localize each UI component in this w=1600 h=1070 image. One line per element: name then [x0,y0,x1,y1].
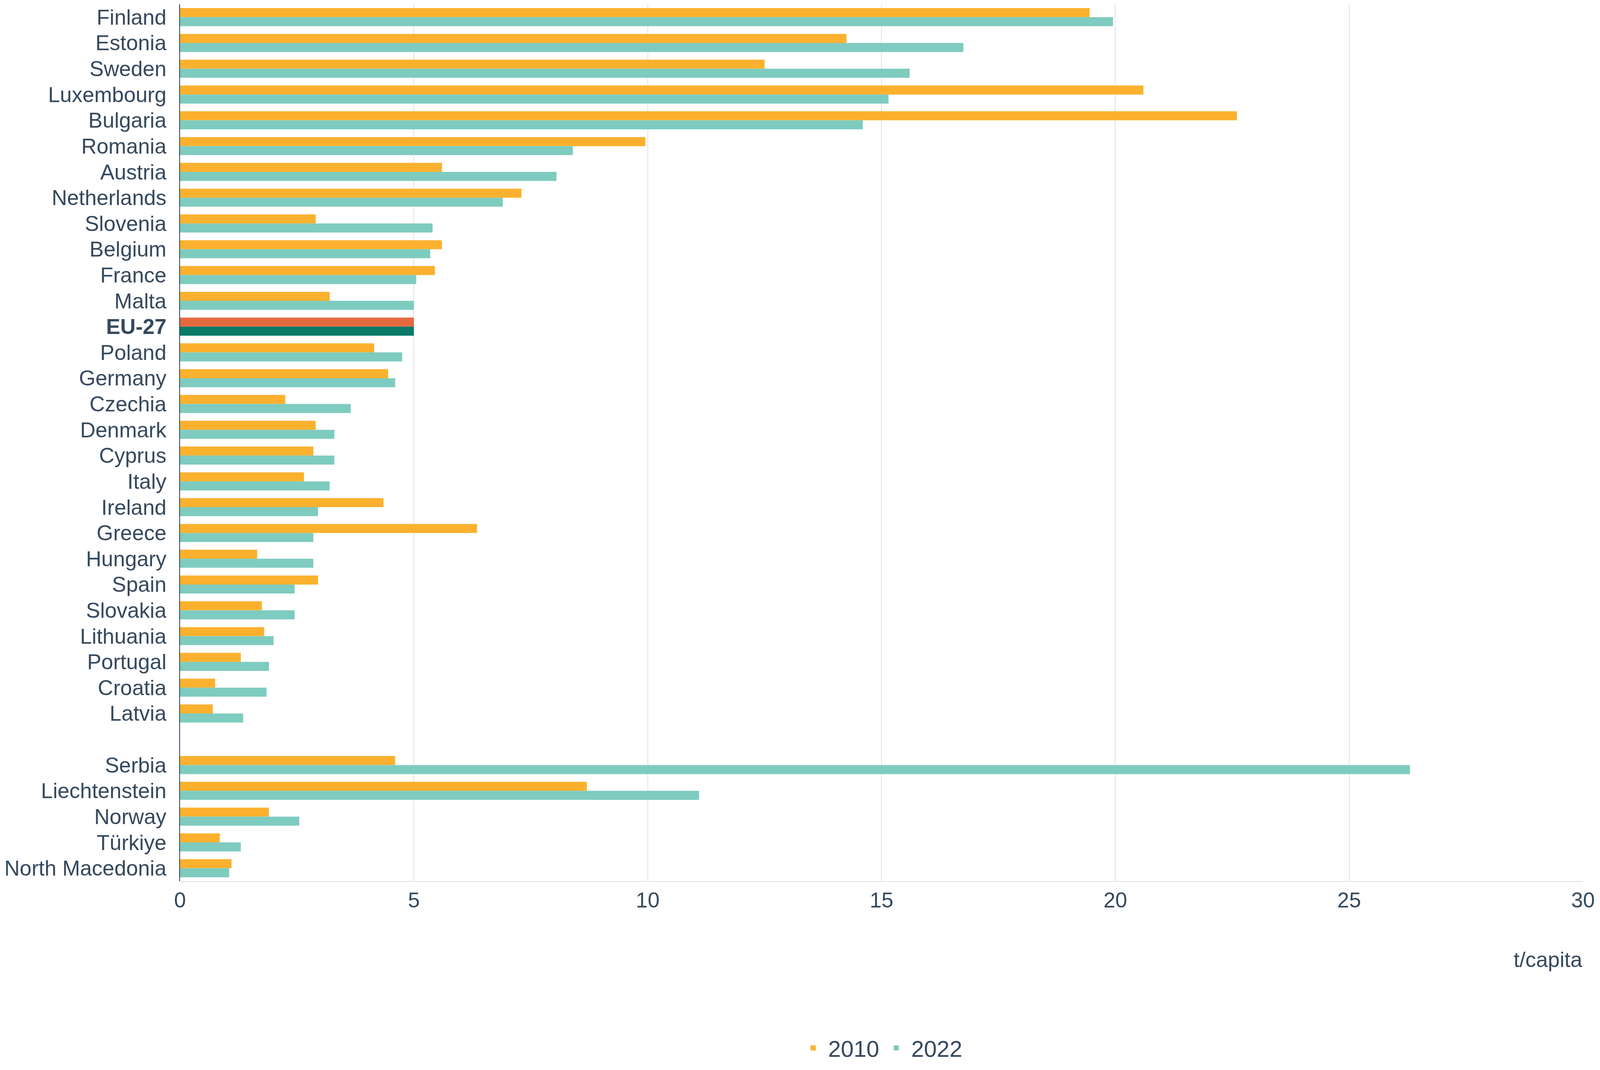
svg-text:2022: 2022 [911,1036,963,1062]
svg-text:Croatia: Croatia [97,676,167,701]
svg-text:Portugal: Portugal [87,650,167,675]
svg-text:Ireland: Ireland [101,495,167,520]
svg-text:Malta: Malta [114,289,167,314]
svg-text:Denmark: Denmark [80,418,167,443]
svg-text:Lithuania: Lithuania [80,624,167,649]
svg-text:France: France [100,263,167,288]
svg-text:20: 20 [1103,888,1128,913]
svg-text:2010: 2010 [828,1036,880,1062]
svg-text:0: 0 [174,888,187,913]
svg-text:Greece: Greece [96,521,167,546]
svg-text:Belgium: Belgium [89,237,167,262]
svg-text:Cyprus: Cyprus [99,443,167,468]
svg-text:Austria: Austria [100,160,167,185]
svg-text:EU-27: EU-27 [105,314,167,339]
svg-text:Sweden: Sweden [89,57,167,81]
svg-text:Latvia: Latvia [109,701,167,726]
svg-text:Hungary: Hungary [85,547,167,572]
svg-text:30: 30 [1571,888,1595,913]
svg-text:Slovakia: Slovakia [85,598,167,623]
svg-text:Bulgaria: Bulgaria [88,108,167,133]
svg-text:Netherlands: Netherlands [51,186,167,210]
svg-text:Spain: Spain [111,572,167,597]
svg-text:Finland: Finland [96,5,167,30]
svg-text:Italy: Italy [127,469,167,494]
svg-text:Poland: Poland [100,340,167,365]
svg-text:15: 15 [869,888,894,913]
svg-text:5: 5 [407,888,420,913]
svg-text:t/capita: t/capita [1513,948,1583,973]
svg-text:Germany: Germany [78,366,167,391]
svg-text:10: 10 [635,888,660,913]
svg-text:Slovenia: Slovenia [84,211,167,236]
svg-text:25: 25 [1337,888,1362,913]
svg-text:Norway: Norway [94,805,167,830]
svg-text:Luxembourg: Luxembourg [48,83,167,107]
svg-text:Liechtenstein: Liechtenstein [40,779,167,804]
svg-text:North Macedonia: North Macedonia [4,856,167,881]
svg-text:Romania: Romania [81,134,167,159]
svg-text:Czechia: Czechia [89,392,167,417]
svg-text:Estonia: Estonia [95,31,167,55]
svg-text:Türkiye: Türkiye [96,831,167,856]
svg-text:Serbia: Serbia [104,753,167,778]
